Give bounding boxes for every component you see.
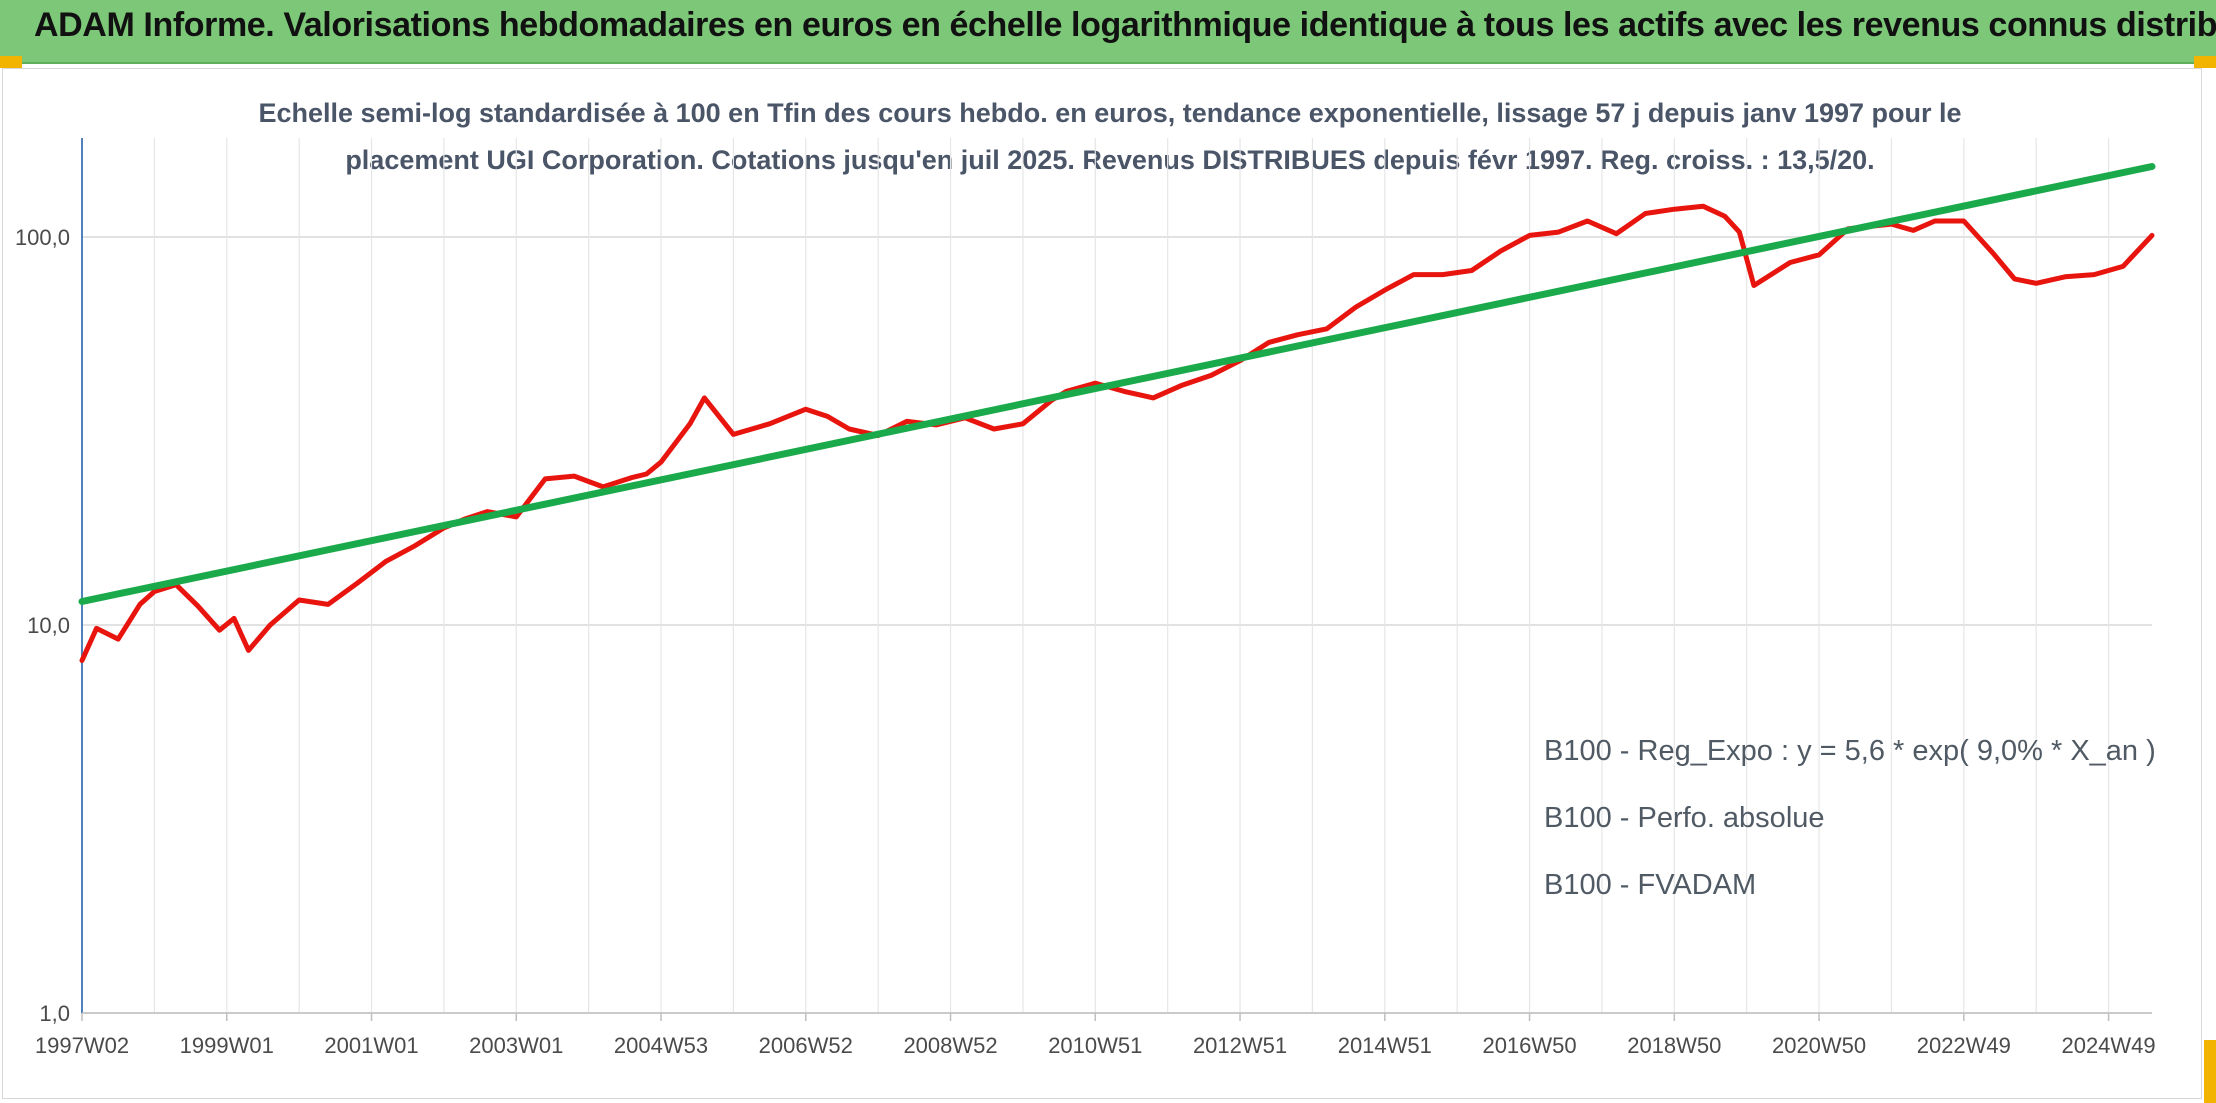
legend-label-trend: B100 - Reg_Expo : y = 5,6 * exp( 9,0% * … [1544, 735, 2156, 767]
x-tick-label: 2001W01 [324, 1033, 418, 1058]
x-tick-label: 2016W50 [1482, 1033, 1576, 1058]
chart-subtitle: Echelle semi-log standardisée à 100 en T… [250, 90, 1970, 184]
x-tick-label: 1999W01 [180, 1033, 274, 1058]
legend-label-perfo: B100 - Perfo. absolue [1544, 802, 1825, 834]
series-line-trend [78, 163, 2156, 605]
y-tick-label: 1,0 [39, 1001, 70, 1026]
x-tick-label: 1997W02 [35, 1033, 129, 1058]
corner-accent-left [0, 56, 22, 68]
chart-subtitle-line-2: placement UGI Corporation. Cotations jus… [345, 145, 1875, 175]
x-tick-label: 2020W50 [1772, 1033, 1866, 1058]
y-tick-label: 10,0 [27, 613, 70, 638]
x-tick-label: 2022W49 [1917, 1033, 2011, 1058]
x-tick-label: 2004W53 [614, 1033, 708, 1058]
series-line-fvadam [79, 203, 2155, 663]
legend-label-fvadam: B100 - FVADAM [1544, 869, 1757, 901]
corner-accent-bottom-right [2204, 1040, 2216, 1103]
legend-item-fvadam: B100 - FVADAM [1474, 864, 2174, 931]
report-title: ADAM Informe. Valorisations hebdomadaire… [34, 6, 2216, 44]
corner-accent-right [2194, 56, 2216, 68]
chart-legend: B100 - Reg_Expo : y = 5,6 * exp( 9,0% * … [1474, 730, 2174, 931]
legend-item-trend: B100 - Reg_Expo : y = 5,6 * exp( 9,0% * … [1474, 730, 2174, 797]
plot-area-border [2, 68, 2202, 1099]
report-banner: ADAM Informe. Valorisations hebdomadaire… [0, 0, 2216, 64]
x-tick-label: 2014W51 [1338, 1033, 1432, 1058]
x-tick-label: 2024W49 [2061, 1033, 2155, 1058]
x-tick-label: 2010W51 [1048, 1033, 1142, 1058]
x-tick-label: 2008W52 [903, 1033, 997, 1058]
x-tick-label: 2003W01 [469, 1033, 563, 1058]
x-tick-label: 2006W52 [759, 1033, 853, 1058]
legend-item-perfo: B100 - Perfo. absolue [1474, 797, 2174, 864]
y-tick-label: 100,0 [15, 225, 70, 250]
x-tick-label: 2018W50 [1627, 1033, 1721, 1058]
x-tick-label: 2012W51 [1193, 1033, 1287, 1058]
chart-subtitle-line-1: Echelle semi-log standardisée à 100 en T… [258, 98, 1962, 128]
